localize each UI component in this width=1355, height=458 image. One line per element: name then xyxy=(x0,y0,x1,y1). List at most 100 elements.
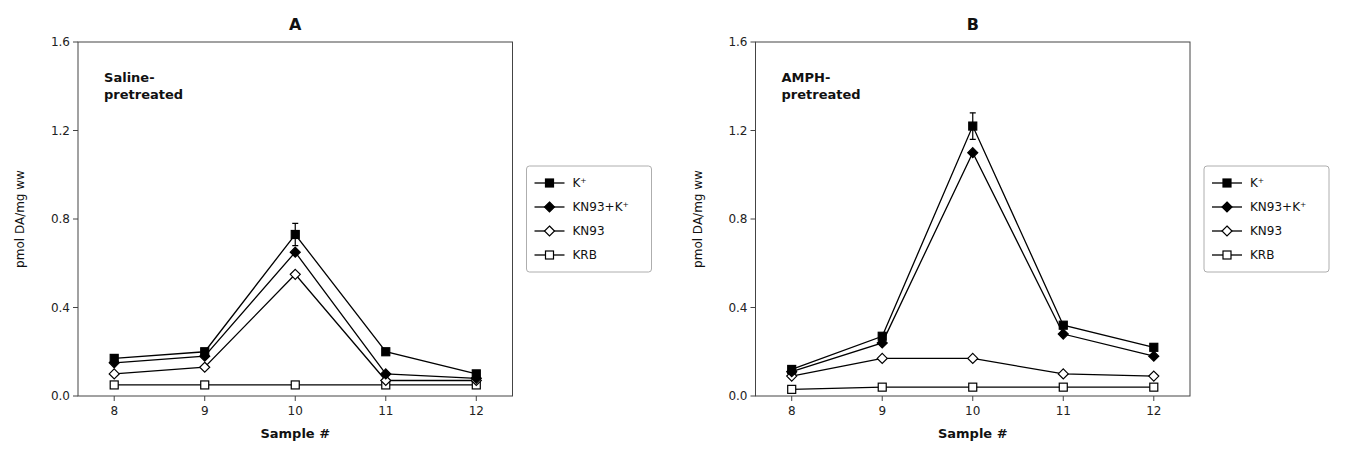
series xyxy=(787,148,1159,377)
data-point xyxy=(1059,383,1067,391)
y-tick-label: 0.4 xyxy=(728,301,747,315)
y-tick xyxy=(73,396,78,397)
y-tick xyxy=(73,42,78,43)
plot-frame xyxy=(756,42,1191,396)
x-axis-label: Sample # xyxy=(938,426,1008,441)
series xyxy=(109,269,481,385)
x-tick-label: 12 xyxy=(1146,404,1161,418)
error-cap xyxy=(292,245,298,246)
y-tick-label: 1.6 xyxy=(51,35,70,49)
data-group xyxy=(787,113,1159,394)
legend-box xyxy=(1204,166,1329,272)
y-tick-label: 1.2 xyxy=(51,124,70,138)
x-tick xyxy=(972,396,973,401)
data-point xyxy=(290,247,300,257)
legend-label: KN93+K⁺ xyxy=(573,200,629,214)
series-line xyxy=(792,153,1154,372)
x-tick xyxy=(476,396,477,401)
y-tick xyxy=(751,42,756,43)
legend-marker xyxy=(545,226,555,236)
x-tick-label: 8 xyxy=(788,404,796,418)
legend-label: KN93 xyxy=(1250,224,1282,238)
x-tick xyxy=(1063,396,1064,401)
data-point xyxy=(200,362,210,372)
annotation-line: pretreated xyxy=(782,87,861,102)
series xyxy=(110,381,480,389)
annotation-line: AMPH- xyxy=(782,70,831,85)
data-point xyxy=(878,383,886,391)
y-tick xyxy=(751,219,756,220)
y-tick xyxy=(751,130,756,131)
error-cap xyxy=(970,112,976,113)
error-cap xyxy=(292,223,298,224)
data-point xyxy=(1058,329,1068,339)
data-point xyxy=(969,122,977,130)
series-line xyxy=(114,234,476,373)
x-tick xyxy=(791,396,792,401)
legend-marker xyxy=(1222,202,1232,212)
y-tick-label: 0.0 xyxy=(51,389,70,403)
legend: K⁺KN93+K⁺KN93KRB xyxy=(527,166,652,272)
annotation: Saline-pretreated xyxy=(104,70,183,102)
panel: 0.00.40.81.21.689101112Sample #pmol DA/m… xyxy=(691,15,1330,441)
y-axis-label: pmol DA/mg ww xyxy=(13,170,27,268)
error-cap xyxy=(970,139,976,140)
data-point xyxy=(788,385,796,393)
legend-box xyxy=(527,166,652,272)
x-tick-label: 8 xyxy=(110,404,118,418)
x-tick-label: 9 xyxy=(878,404,886,418)
legend-label: K⁺ xyxy=(573,176,587,190)
legend-label: KRB xyxy=(573,248,597,262)
x-tick xyxy=(295,396,296,401)
x-tick-label: 12 xyxy=(469,404,484,418)
data-point xyxy=(291,381,299,389)
data-point xyxy=(968,353,978,363)
y-tick xyxy=(751,396,756,397)
error-bar xyxy=(292,223,298,245)
legend-label: KRB xyxy=(1250,248,1274,262)
data-point xyxy=(1059,321,1067,329)
legend-marker xyxy=(546,251,554,259)
x-tick-label: 11 xyxy=(1056,404,1071,418)
legend-marker xyxy=(545,202,555,212)
data-point xyxy=(1149,351,1159,361)
data-point xyxy=(381,369,391,379)
x-axis-label: Sample # xyxy=(260,426,330,441)
data-point xyxy=(1058,369,1068,379)
data-point xyxy=(109,369,119,379)
y-tick-label: 0.8 xyxy=(728,212,747,226)
y-tick xyxy=(73,307,78,308)
y-tick-label: 0.4 xyxy=(51,301,70,315)
data-point xyxy=(290,269,300,279)
legend: K⁺KN93+K⁺KN93KRB xyxy=(1204,166,1329,272)
x-tick xyxy=(114,396,115,401)
data-point xyxy=(382,348,390,356)
x-tick-label: 10 xyxy=(288,404,303,418)
series xyxy=(788,113,1158,374)
series xyxy=(110,223,480,377)
legend-marker xyxy=(546,179,554,187)
x-tick xyxy=(385,396,386,401)
x-tick-label: 11 xyxy=(378,404,393,418)
series-line xyxy=(792,126,1154,369)
x-tick-label: 10 xyxy=(965,404,980,418)
data-point xyxy=(110,354,118,362)
data-point xyxy=(878,332,886,340)
chart-canvas: 0.0 0.4 0.8 1.2 1.6 8 9 10 11 12 Sample # pmol DA/m… xyxy=(0,0,1355,458)
y-tick xyxy=(73,219,78,220)
data-point xyxy=(969,383,977,391)
y-tick xyxy=(751,307,756,308)
legend-marker xyxy=(1223,179,1231,187)
data-point xyxy=(291,230,299,238)
x-tick-label: 9 xyxy=(201,404,209,418)
y-tick-label: 0.8 xyxy=(51,212,70,226)
series-line xyxy=(114,274,476,380)
y-tick xyxy=(73,130,78,131)
y-tick-label: 0.0 xyxy=(728,389,747,403)
series xyxy=(109,247,481,383)
chart-title: A xyxy=(289,15,302,34)
legend-marker xyxy=(1223,251,1231,259)
data-point xyxy=(201,381,209,389)
data-point xyxy=(1149,371,1159,381)
y-axis-label: pmol DA/mg ww xyxy=(691,170,705,268)
